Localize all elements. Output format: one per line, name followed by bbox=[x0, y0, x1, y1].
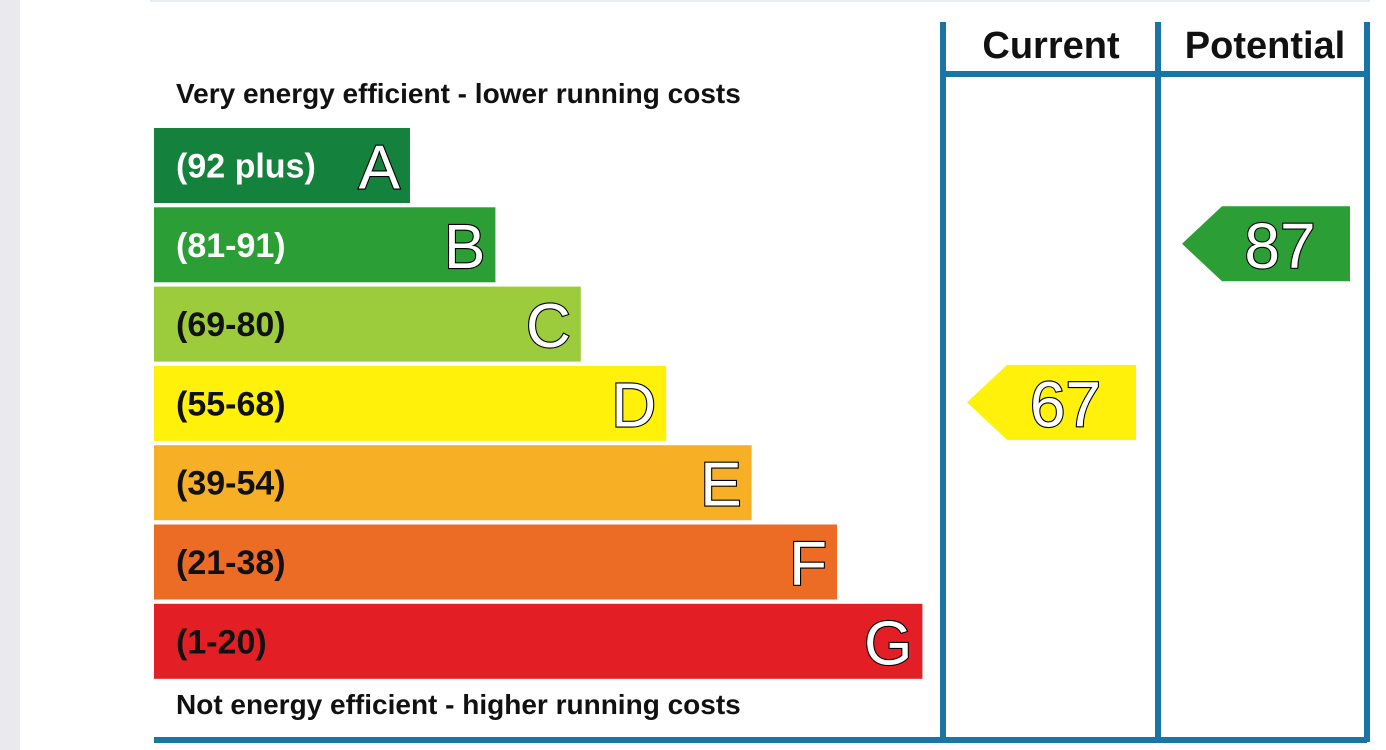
band-c-bar bbox=[154, 286, 581, 362]
current-arrow bbox=[967, 364, 1136, 440]
band-b-letter: B bbox=[444, 213, 485, 282]
current-score: 67 bbox=[1030, 368, 1101, 440]
band-e-range: (39-54) bbox=[176, 465, 286, 503]
potential-arrow bbox=[1182, 206, 1350, 282]
band-f-letter: F bbox=[789, 530, 827, 599]
band-e-bar bbox=[154, 445, 752, 521]
band-e-letter: E bbox=[700, 451, 741, 520]
band-c-range: (69-80) bbox=[176, 306, 286, 344]
band-a-bar bbox=[154, 128, 410, 203]
page-margin bbox=[0, 0, 20, 750]
potential-score: 87 bbox=[1244, 210, 1315, 282]
band-f-bar bbox=[154, 524, 837, 600]
band-f-range: (21-38) bbox=[176, 544, 286, 582]
band-c-letter: C bbox=[526, 292, 571, 361]
band-g-letter: G bbox=[864, 609, 912, 678]
band-b-bar bbox=[154, 207, 496, 283]
rating-scores: 67 87 bbox=[967, 206, 1350, 441]
band-g-range: (1-20) bbox=[176, 623, 267, 661]
potential-column-header: Potential bbox=[1185, 25, 1345, 67]
band-d-letter: D bbox=[611, 371, 656, 440]
band-d-bar bbox=[154, 365, 667, 441]
band-g-bar bbox=[154, 603, 923, 679]
rating-bands: (92 plus) A (81-91) B (69-80) C (55-68) D (39-54… bbox=[154, 128, 923, 679]
band-d-range: (55-68) bbox=[176, 385, 286, 423]
current-column-header: Current bbox=[982, 25, 1120, 67]
band-a-range: (92 plus) bbox=[176, 148, 316, 186]
top-caption: Very energy efficient - lower running co… bbox=[176, 78, 741, 109]
band-a-letter: A bbox=[359, 134, 401, 203]
bottom-caption: Not energy efficient - higher running co… bbox=[176, 689, 741, 720]
rating-frame bbox=[154, 22, 1370, 743]
band-b-range: (81-91) bbox=[176, 227, 286, 265]
